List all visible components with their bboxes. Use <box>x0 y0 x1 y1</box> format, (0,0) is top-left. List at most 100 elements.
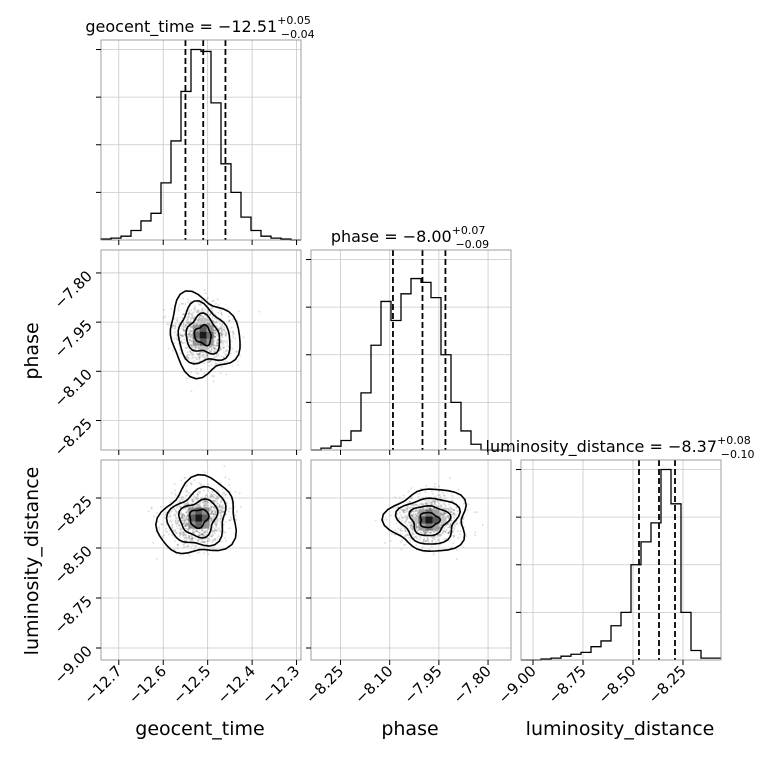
sample-point <box>158 528 161 531</box>
sample-point <box>443 511 446 514</box>
sample-point <box>186 524 189 527</box>
sample-point <box>217 327 220 330</box>
sample-point <box>431 537 434 540</box>
sample-point <box>196 540 199 543</box>
sample-point <box>406 518 409 521</box>
sample-point <box>174 492 177 495</box>
sample-point <box>402 494 405 497</box>
sample-point <box>185 534 188 537</box>
sample-point <box>397 527 400 530</box>
sample-point <box>459 530 462 533</box>
sample-point <box>427 500 430 503</box>
sample-point <box>220 327 223 330</box>
x-tick-label: −7.80 <box>450 662 495 707</box>
sample-point <box>453 512 455 515</box>
sample-point <box>194 345 197 348</box>
sample-point <box>218 511 221 514</box>
sample-point <box>421 503 424 506</box>
sample-point <box>164 315 167 318</box>
sample-point <box>206 501 209 503</box>
sample-point <box>429 507 432 510</box>
sample-point <box>181 341 184 344</box>
sample-point <box>437 534 439 537</box>
sample-point <box>176 319 179 322</box>
sample-point <box>227 510 230 513</box>
sample-point <box>216 344 218 347</box>
sample-point <box>447 526 450 529</box>
x-tick-label: −7.95 <box>400 662 445 707</box>
sample-point <box>447 531 450 534</box>
sample-point <box>191 353 194 356</box>
sample-point <box>415 503 418 506</box>
sample-point <box>206 540 208 543</box>
sample-point <box>161 535 164 538</box>
sample-point <box>201 529 204 532</box>
sample-point <box>197 539 200 542</box>
sample-point <box>215 522 218 525</box>
sample-point <box>433 536 436 539</box>
sample-point <box>429 507 431 510</box>
sample-point <box>212 380 215 383</box>
sample-point <box>416 492 419 495</box>
sample-point <box>450 511 452 514</box>
sample-point <box>212 515 215 518</box>
sample-point <box>182 532 185 535</box>
sample-point <box>450 546 453 549</box>
sample-point <box>191 537 193 540</box>
sample-point <box>214 513 217 516</box>
sample-point <box>193 360 196 363</box>
sample-point <box>434 507 436 510</box>
sample-point <box>427 531 430 534</box>
sample-point <box>185 536 188 539</box>
sample-point <box>182 329 185 332</box>
sample-point <box>398 511 401 514</box>
density-cell <box>199 338 207 346</box>
sample-point <box>190 344 193 347</box>
sample-point <box>439 496 442 499</box>
sample-point <box>188 312 191 315</box>
sample-point <box>186 490 189 493</box>
sample-point <box>229 516 232 519</box>
sample-point <box>212 345 215 348</box>
sample-point <box>198 539 201 542</box>
sample-point <box>433 503 436 505</box>
sample-point <box>415 504 418 507</box>
sample-point <box>209 494 212 497</box>
sample-point <box>157 526 160 529</box>
density-cell <box>411 516 419 524</box>
sample-point <box>474 531 476 534</box>
sample-point <box>411 528 414 530</box>
sample-point <box>187 528 190 531</box>
sample-point <box>429 531 432 534</box>
sample-point <box>416 510 419 512</box>
sample-point <box>184 324 187 326</box>
sample-point <box>408 500 411 503</box>
sample-point <box>187 322 189 325</box>
sample-point <box>474 534 477 537</box>
sample-point <box>433 502 436 504</box>
sample-point <box>418 538 421 541</box>
sample-point <box>462 546 465 548</box>
sample-point <box>184 524 187 527</box>
sample-point <box>219 511 222 514</box>
sample-point <box>213 350 216 352</box>
y-tick-label: −8.10 <box>51 365 96 410</box>
sample-point <box>203 372 206 375</box>
sample-point <box>188 339 191 342</box>
sample-point <box>223 346 226 349</box>
sample-point <box>213 356 216 359</box>
sample-point <box>448 517 450 520</box>
sample-point <box>195 530 198 533</box>
sample-point <box>193 547 195 550</box>
sample-point <box>222 531 225 534</box>
sample-point <box>197 372 200 375</box>
sample-point <box>206 297 209 300</box>
sample-point <box>195 311 198 314</box>
sample-point <box>404 530 407 533</box>
sample-point <box>192 318 195 321</box>
sample-point <box>196 530 199 533</box>
title-luminosity-distance: luminosity_distance = −8.37+0.08 −0.10 <box>486 434 755 461</box>
sample-point <box>212 499 215 502</box>
sample-point <box>190 352 192 354</box>
sample-point <box>214 508 217 510</box>
